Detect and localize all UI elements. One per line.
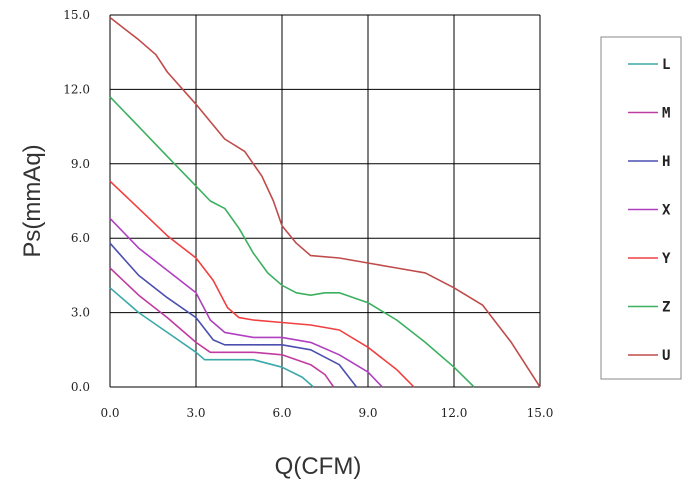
series-line-l	[109, 287, 315, 388]
y-tick-label: 15.0	[63, 8, 90, 22]
x-tick-label: 15.0	[527, 406, 554, 420]
series-line-z	[109, 96, 475, 388]
legend-label-m: M	[662, 106, 670, 122]
legend-label-z: Z	[662, 300, 670, 316]
y-tick-label: 9.0	[71, 157, 90, 171]
series-line-u	[109, 16, 541, 388]
series-line-y	[109, 180, 415, 388]
legend-label-x: X	[662, 203, 671, 219]
y-tick-label: 6.0	[71, 231, 90, 245]
grid	[109, 14, 541, 388]
x-tick-label: 3.0	[186, 406, 205, 420]
legend-label-u: U	[662, 348, 670, 364]
series-lines	[109, 16, 541, 388]
x-tick-label: 12.0	[441, 406, 468, 420]
legend-label-h: H	[662, 154, 670, 170]
y-axis-title: Ps(mmAq)	[19, 144, 46, 257]
x-tick-label: 0.0	[100, 406, 119, 420]
x-tick-label: 9.0	[358, 406, 377, 420]
series-line-m	[109, 267, 335, 388]
legend-label-l: L	[662, 57, 670, 73]
series-line-h	[109, 242, 358, 388]
x-tick-label: 6.0	[272, 406, 291, 420]
y-axis-ticks: 0.0 3.0 6.0 9.0 12.0 15.0	[63, 8, 90, 394]
legend-box	[600, 36, 682, 380]
y-tick-label: 3.0	[71, 306, 90, 320]
y-tick-label: 0.0	[71, 380, 90, 394]
x-axis-ticks: 0.0 3.0 6.0 9.0 12.0 15.0	[100, 406, 553, 420]
legend-label-y: Y	[662, 251, 671, 267]
series-line-x	[109, 217, 383, 388]
x-axis-title: Q(CFM)	[275, 453, 362, 480]
legend: L M H X Y Z U	[628, 57, 671, 364]
y-tick-label: 12.0	[63, 82, 90, 96]
